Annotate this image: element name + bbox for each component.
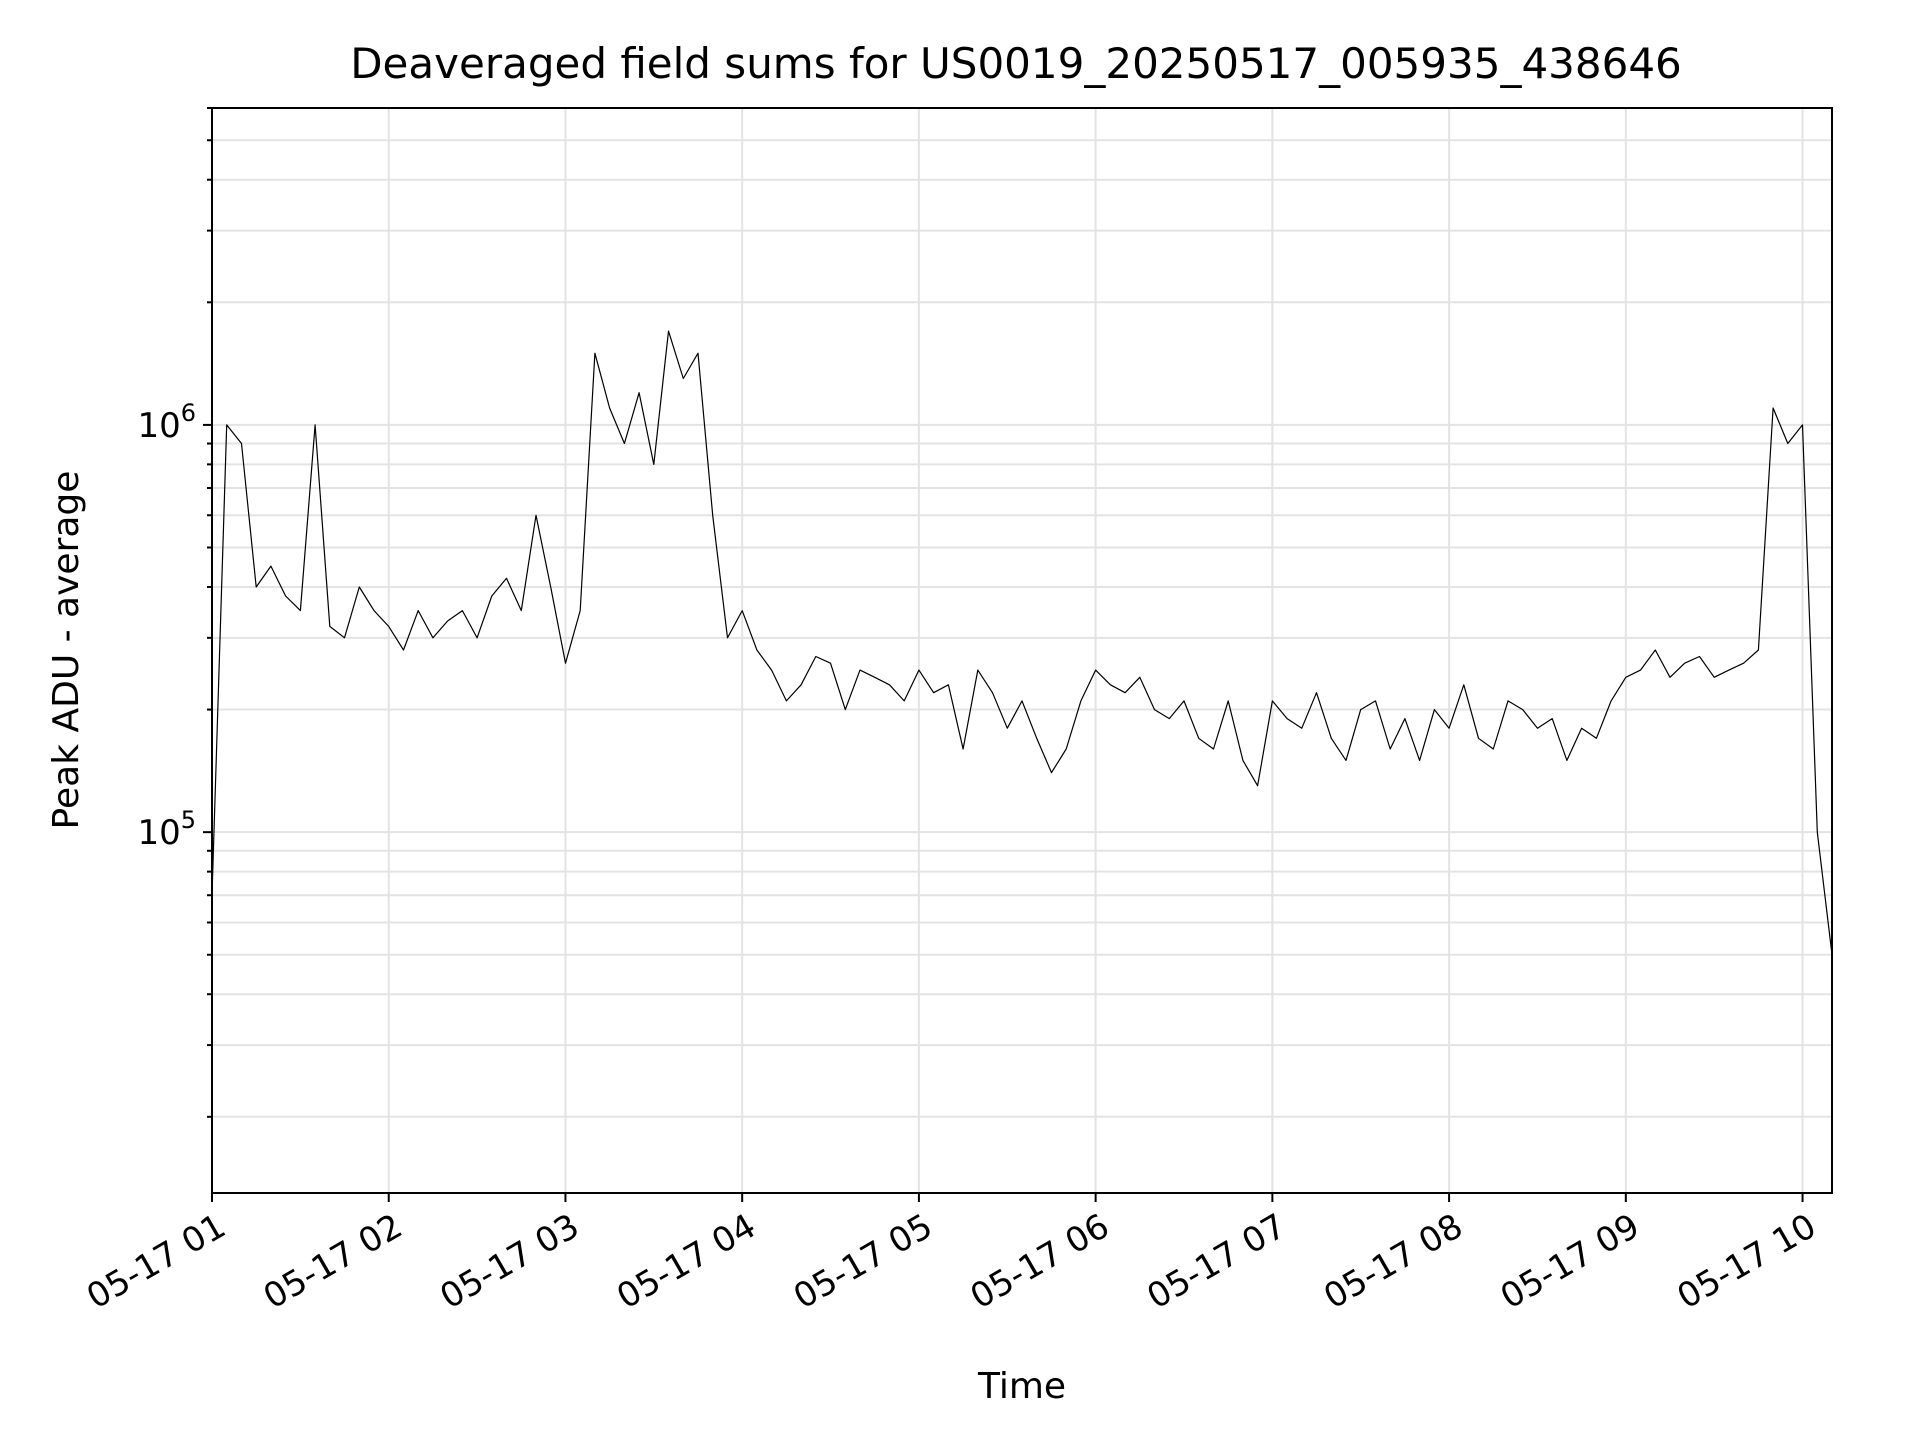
chart-title: Deaveraged field sums for US0019_2025051… (350, 39, 1682, 88)
y-tick-label: 106 (137, 399, 196, 446)
plot-frame (211, 107, 1833, 1194)
x-tick-label: 05-17 04 (610, 1206, 762, 1317)
x-tick-label: 05-17 09 (1494, 1206, 1646, 1317)
series-layer (211, 330, 1833, 955)
y-tick-label-exponent: 6 (181, 399, 196, 427)
y-tick-label-base: 10 (137, 813, 180, 853)
x-axis-label: Time (977, 1366, 1066, 1407)
y-axis-label: Peak ADU - average (46, 471, 87, 830)
y-tick-label-exponent: 5 (181, 806, 196, 834)
x-tick-label: 05-17 08 (1317, 1206, 1469, 1317)
y-tick-label-base: 10 (137, 406, 180, 446)
x-tick-label: 05-17 05 (787, 1206, 939, 1317)
x-tick-label: 05-17 01 (80, 1206, 232, 1317)
grid (211, 107, 1832, 1193)
x-tick-label: 05-17 02 (257, 1206, 409, 1317)
x-tick-label: 05-17 07 (1140, 1206, 1292, 1317)
y-tick-label: 105 (137, 806, 196, 853)
x-tick-label: 05-17 10 (1671, 1206, 1823, 1317)
x-tick-label: 05-17 06 (964, 1206, 1116, 1317)
x-axis: 05-17 01 05-17 02 05-17 03 05-17 04 05-17 05… (80, 1193, 1823, 1317)
x-tick-label: 05-17 03 (434, 1206, 586, 1317)
series-line (211, 330, 1833, 955)
